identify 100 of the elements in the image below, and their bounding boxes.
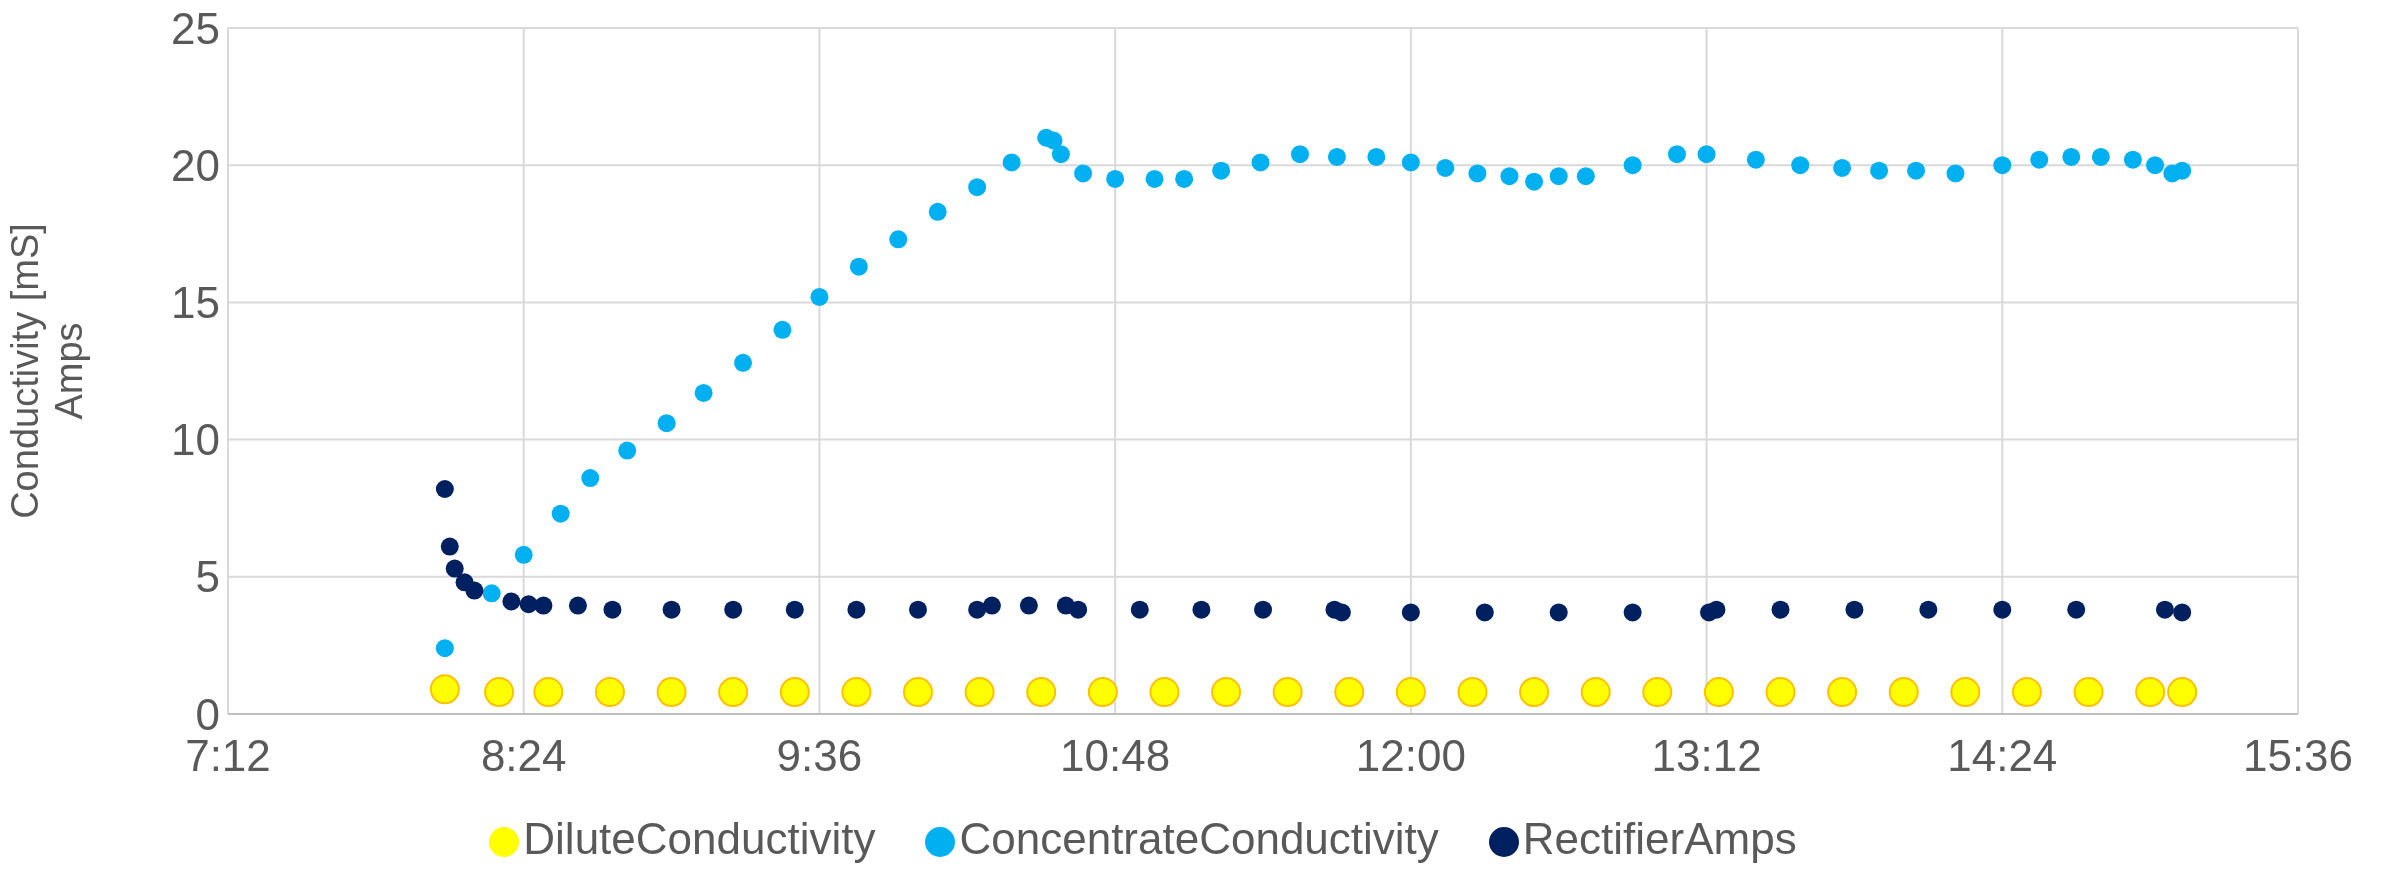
- point: [847, 600, 866, 619]
- point: [1993, 600, 2012, 619]
- point: [1791, 156, 1810, 175]
- point: [1907, 161, 1926, 180]
- point: [2091, 147, 2110, 166]
- point: [1145, 169, 1164, 188]
- point: [1044, 131, 1063, 150]
- x-tick-label: 12:00: [1355, 731, 1466, 781]
- point: [1833, 158, 1852, 177]
- point: [2030, 150, 2049, 169]
- point: [465, 581, 484, 600]
- point: [2135, 677, 2166, 708]
- point: [1254, 600, 1272, 619]
- y-tick-label: 25: [171, 3, 220, 53]
- x-tick-label: 13:12: [1651, 731, 1762, 781]
- point: [1175, 169, 1194, 188]
- point: [603, 600, 622, 619]
- point: [440, 537, 459, 556]
- point: [1149, 677, 1180, 708]
- point: [2067, 600, 2086, 619]
- point: [1827, 677, 1858, 708]
- point: [1401, 153, 1420, 172]
- point: [502, 592, 521, 611]
- point: [484, 677, 515, 708]
- point: [519, 595, 538, 614]
- point: [1130, 600, 1149, 619]
- x-tick-label: 14:24: [1947, 731, 2058, 781]
- point: [1668, 145, 1686, 164]
- y-axis-title: Conductivity [mS] Amps: [4, 223, 90, 519]
- point: [1211, 677, 1242, 708]
- point: [2011, 677, 2042, 708]
- point: [718, 677, 749, 708]
- point: [534, 596, 553, 615]
- y-tick-label: 5: [195, 552, 220, 602]
- point: [1019, 596, 1038, 615]
- point: [968, 600, 987, 619]
- x-tick-label: 8:24: [480, 731, 567, 781]
- point: [1327, 147, 1346, 166]
- point: [1888, 677, 1919, 708]
- point: [2173, 161, 2192, 180]
- point: [656, 677, 687, 708]
- y-tick-label: 15: [171, 278, 220, 328]
- point: [810, 287, 829, 306]
- point: [779, 677, 810, 708]
- point: [1395, 677, 1426, 708]
- point: [429, 674, 460, 705]
- point: [1580, 677, 1611, 708]
- legend-label: DiluteConductivity: [523, 814, 876, 863]
- point: [551, 504, 570, 523]
- point: [1074, 164, 1093, 183]
- point: [568, 596, 587, 615]
- point: [1457, 677, 1488, 708]
- legend-label: RectifierAmps: [1522, 814, 1797, 863]
- point: [1946, 164, 1965, 183]
- point: [1272, 677, 1303, 708]
- point: [903, 677, 933, 708]
- point: [435, 639, 454, 658]
- point: [849, 257, 868, 276]
- point: [435, 479, 454, 498]
- point: [2146, 156, 2165, 175]
- point: [734, 353, 753, 372]
- point: [618, 441, 637, 460]
- point: [982, 596, 1001, 615]
- point: [1950, 677, 1981, 708]
- point: [1623, 603, 1642, 622]
- point: [1765, 677, 1796, 708]
- point: [968, 178, 987, 197]
- point: [1993, 156, 2012, 175]
- point: [889, 230, 908, 249]
- point: [1623, 156, 1642, 175]
- point: [2155, 600, 2174, 619]
- point: [1549, 603, 1568, 622]
- point: [2167, 677, 2198, 708]
- point: [785, 600, 804, 619]
- point: [1845, 600, 1864, 619]
- point: [1069, 600, 1088, 619]
- point: [724, 600, 743, 619]
- point: [1026, 677, 1057, 708]
- point: [1771, 600, 1790, 619]
- legend-label: ConcentrateConductivity: [959, 814, 1439, 863]
- point: [1703, 677, 1734, 708]
- point: [1746, 150, 1765, 169]
- point: [1500, 167, 1519, 186]
- point: [533, 677, 564, 708]
- point: [657, 414, 676, 433]
- point: [2062, 147, 2081, 166]
- point: [694, 383, 713, 402]
- point: [1707, 600, 1726, 619]
- point: [1549, 167, 1568, 186]
- y-tick-label: 20: [171, 140, 220, 190]
- point: [445, 559, 464, 578]
- point: [1212, 161, 1231, 180]
- point: [1519, 677, 1550, 708]
- point: [1192, 600, 1211, 619]
- point: [1468, 164, 1487, 183]
- point: [581, 469, 600, 488]
- point: [1919, 600, 1938, 619]
- x-tick-label: 9:36: [776, 731, 863, 781]
- point: [1475, 603, 1494, 622]
- point: [2123, 150, 2142, 169]
